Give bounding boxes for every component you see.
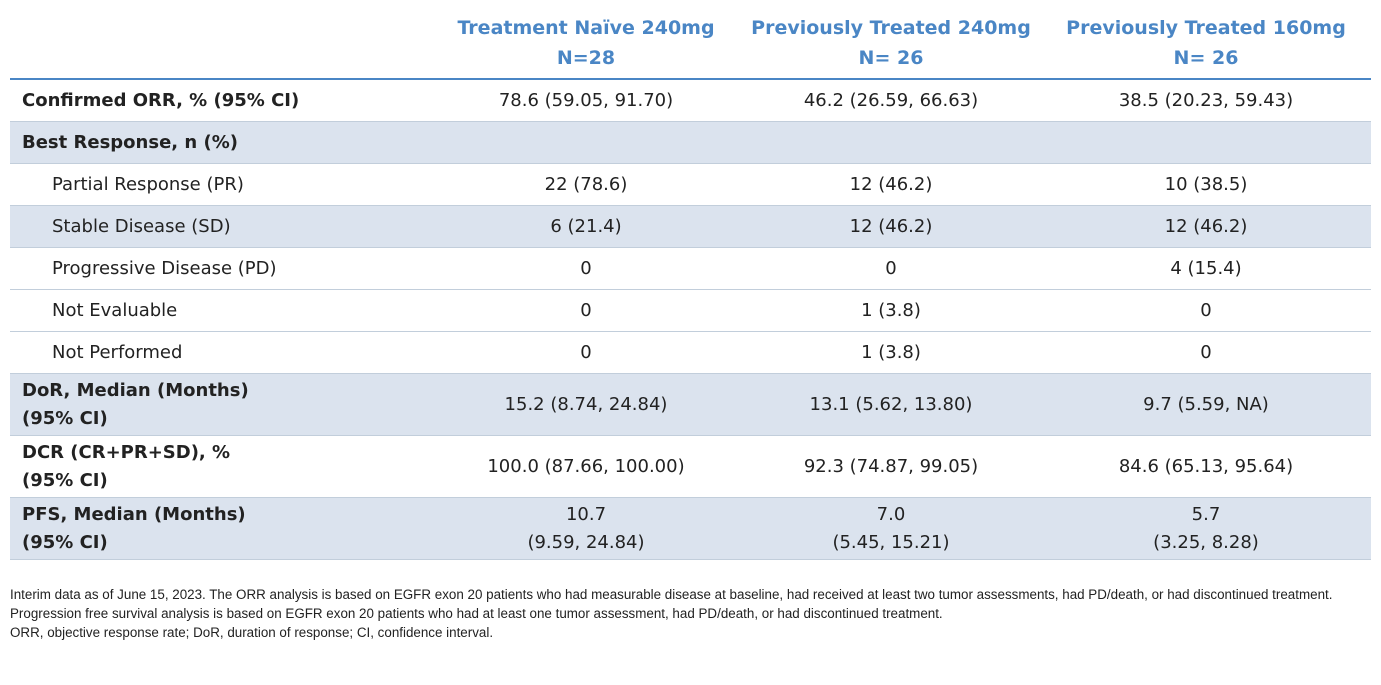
table-row-stable-disease: Stable Disease (SD) 6 (21.4) 12 (46.2) 1… — [10, 205, 1371, 248]
cell-value: 78.6 (59.05, 91.70) — [431, 79, 741, 122]
cell-value: 100.0 (87.66, 100.00) — [431, 435, 741, 498]
cell-value: 1 (3.8) — [741, 289, 1041, 332]
row-label: Confirmed ORR, % (95% CI) — [10, 79, 431, 122]
table-row-pfs: PFS, Median (Months) (95% CI) 10.7 (9.59… — [10, 497, 1371, 560]
cell-value-line1: 7.0 — [876, 503, 906, 525]
cell-value: 6 (21.4) — [431, 205, 741, 248]
table-row-dcr: DCR (CR+PR+SD), % (95% CI) 100.0 (87.66,… — [10, 435, 1371, 498]
cell-value-line2: (9.59, 24.84) — [527, 531, 645, 553]
header-n: N=28 — [556, 47, 616, 69]
row-label: Progressive Disease (PD) — [10, 247, 431, 290]
row-label: PFS, Median (Months) (95% CI) — [10, 497, 431, 560]
cell-value: 10.7 (9.59, 24.84) — [431, 497, 741, 560]
row-label: Stable Disease (SD) — [10, 205, 431, 248]
cell-value — [1041, 121, 1371, 164]
header-title: Treatment Naïve 240mg — [457, 17, 715, 39]
cell-value: 13.1 (5.62, 13.80) — [741, 373, 1041, 436]
cell-value — [431, 121, 741, 164]
row-label-line1: DoR, Median (Months) — [22, 379, 249, 401]
header-previously-treated-240: Previously Treated 240mg N= 26 — [741, 8, 1041, 80]
cell-value: 7.0 (5.45, 15.21) — [741, 497, 1041, 560]
row-label: Not Performed — [10, 331, 431, 374]
cell-value: 0 — [431, 289, 741, 332]
table-row-not-evaluable: Not Evaluable 0 1 (3.8) 0 — [10, 289, 1371, 332]
row-label-line2: (95% CI) — [22, 531, 108, 553]
cell-value: 22 (78.6) — [431, 163, 741, 206]
table-row-best-response: Best Response, n (%) — [10, 121, 1371, 164]
results-table-container: Treatment Naïve 240mg N=28 Previously Tr… — [10, 8, 1371, 560]
table-body: Confirmed ORR, % (95% CI) 78.6 (59.05, 9… — [10, 79, 1371, 560]
cell-value: 4 (15.4) — [1041, 247, 1371, 290]
row-label: DoR, Median (Months) (95% CI) — [10, 373, 431, 436]
header-n: N= 26 — [858, 47, 924, 69]
cell-value: 84.6 (65.13, 95.64) — [1041, 435, 1371, 498]
footnote-paragraph-1: Interim data as of June 15, 2023. The OR… — [10, 587, 1333, 621]
cell-value: 12 (46.2) — [741, 163, 1041, 206]
row-label: DCR (CR+PR+SD), % (95% CI) — [10, 435, 431, 498]
cell-value-line2: (5.45, 15.21) — [832, 531, 950, 553]
cell-value: 15.2 (8.74, 24.84) — [431, 373, 741, 436]
cell-value: 38.5 (20.23, 59.43) — [1041, 79, 1371, 122]
cell-value-line2: (3.25, 8.28) — [1153, 531, 1259, 553]
cell-value: 0 — [1041, 331, 1371, 374]
header-title: Previously Treated 160mg — [1066, 17, 1346, 39]
table-row-dor: DoR, Median (Months) (95% CI) 15.2 (8.74… — [10, 373, 1371, 436]
cell-value: 0 — [431, 331, 741, 374]
row-label-line1: DCR (CR+PR+SD), % — [22, 441, 231, 463]
header-blank-cell — [10, 8, 431, 80]
results-table: Treatment Naïve 240mg N=28 Previously Tr… — [10, 8, 1371, 560]
table-row-partial-response: Partial Response (PR) 22 (78.6) 12 (46.2… — [10, 163, 1371, 206]
row-label-line2: (95% CI) — [22, 469, 108, 491]
row-label-line2: (95% CI) — [22, 407, 108, 429]
header-row: Treatment Naïve 240mg N=28 Previously Tr… — [10, 8, 1371, 80]
header-title: Previously Treated 240mg — [751, 17, 1031, 39]
header-treatment-naive-240: Treatment Naïve 240mg N=28 — [431, 8, 741, 80]
cell-value-line1: 10.7 — [565, 503, 607, 525]
cell-value: 10 (38.5) — [1041, 163, 1371, 206]
cell-value: 12 (46.2) — [741, 205, 1041, 248]
cell-value-line1: 5.7 — [1191, 503, 1221, 525]
footnote: Interim data as of June 15, 2023. The OR… — [10, 585, 1371, 642]
cell-value: 46.2 (26.59, 66.63) — [741, 79, 1041, 122]
cell-value: 5.7 (3.25, 8.28) — [1041, 497, 1371, 560]
cell-value: 1 (3.8) — [741, 331, 1041, 374]
footnote-paragraph-2: ORR, objective response rate; DoR, durat… — [10, 625, 494, 640]
table-row-progressive-disease: Progressive Disease (PD) 0 0 4 (15.4) — [10, 247, 1371, 290]
cell-value: 12 (46.2) — [1041, 205, 1371, 248]
cell-value: 9.7 (5.59, NA) — [1041, 373, 1371, 436]
row-label: Not Evaluable — [10, 289, 431, 332]
cell-value: 92.3 (74.87, 99.05) — [741, 435, 1041, 498]
cell-value: 0 — [1041, 289, 1371, 332]
table-row-confirmed-orr: Confirmed ORR, % (95% CI) 78.6 (59.05, 9… — [10, 79, 1371, 122]
cell-value: 0 — [431, 247, 741, 290]
row-label: Best Response, n (%) — [10, 121, 431, 164]
cell-value — [741, 121, 1041, 164]
table-header: Treatment Naïve 240mg N=28 Previously Tr… — [10, 8, 1371, 80]
cell-value: 0 — [741, 247, 1041, 290]
header-n: N= 26 — [1173, 47, 1239, 69]
table-row-not-performed: Not Performed 0 1 (3.8) 0 — [10, 331, 1371, 374]
row-label: Partial Response (PR) — [10, 163, 431, 206]
header-previously-treated-160: Previously Treated 160mg N= 26 — [1041, 8, 1371, 80]
row-label-line1: PFS, Median (Months) — [22, 503, 246, 525]
